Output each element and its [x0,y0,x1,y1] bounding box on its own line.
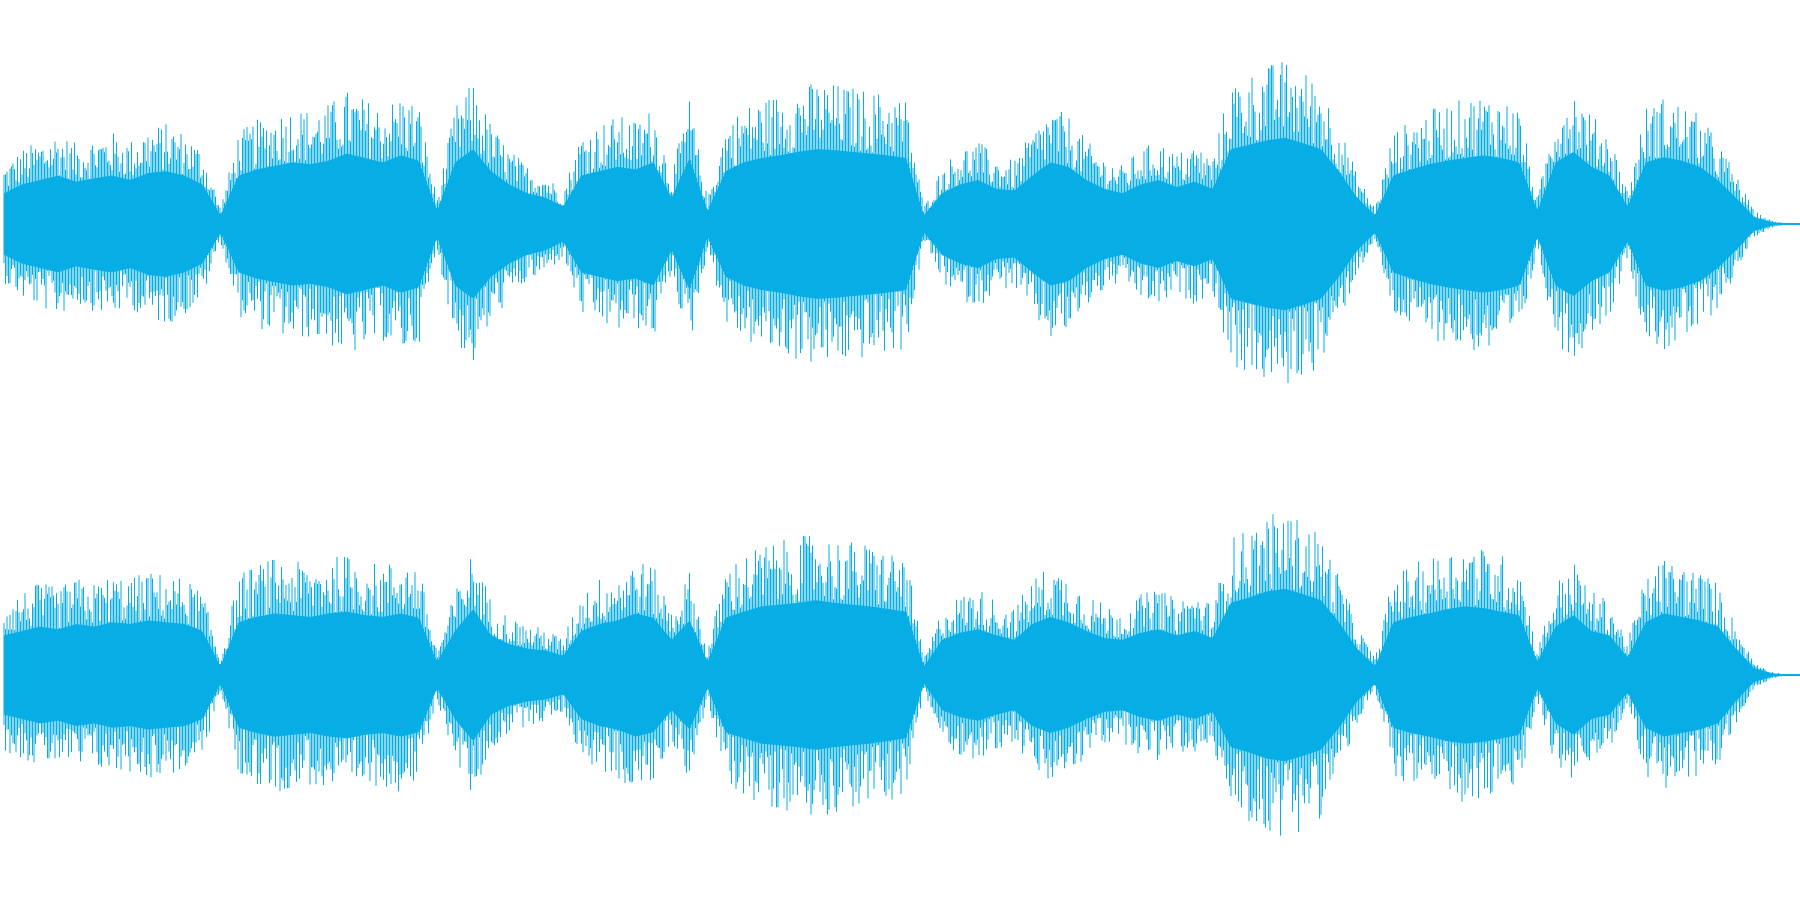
waveform-channel-top [3,62,1800,383]
waveform-spikes [3,514,1790,836]
waveform-channel-bottom [3,514,1800,836]
waveform-spikes [3,62,1790,383]
